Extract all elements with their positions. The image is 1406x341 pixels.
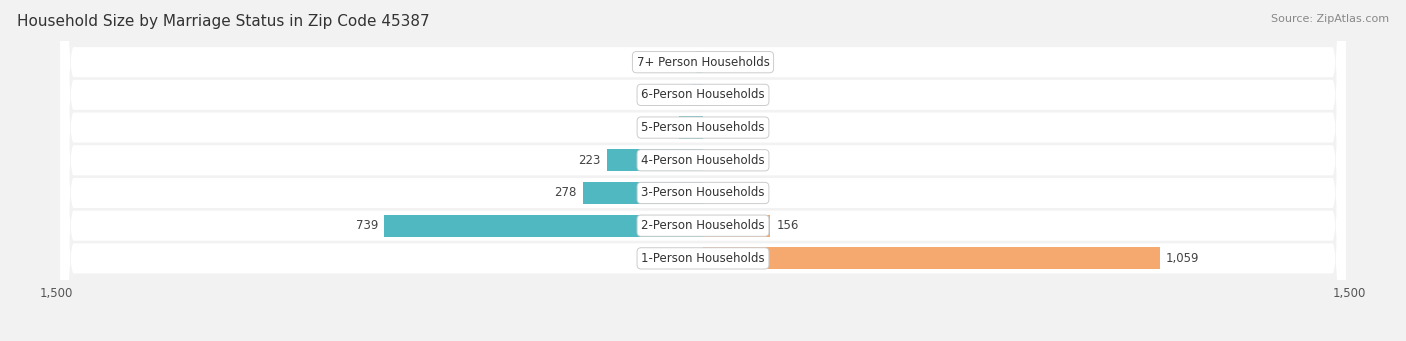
Text: 5-Person Households: 5-Person Households — [641, 121, 765, 134]
Text: 0: 0 — [710, 154, 717, 167]
Text: 0: 0 — [710, 56, 717, 69]
Text: 223: 223 — [578, 154, 600, 167]
Bar — [607, 149, 703, 172]
Text: 16: 16 — [675, 56, 689, 69]
FancyBboxPatch shape — [60, 0, 1346, 341]
Text: 0: 0 — [710, 121, 717, 134]
Bar — [583, 182, 703, 204]
Text: 3-Person Households: 3-Person Households — [641, 187, 765, 199]
Text: 0: 0 — [689, 252, 696, 265]
FancyBboxPatch shape — [60, 0, 1346, 341]
Text: 2-Person Households: 2-Person Households — [641, 219, 765, 232]
Text: 4-Person Households: 4-Person Households — [641, 154, 765, 167]
Bar — [703, 247, 1160, 269]
Bar — [679, 117, 703, 139]
FancyBboxPatch shape — [60, 0, 1346, 341]
FancyBboxPatch shape — [60, 0, 1346, 341]
Bar — [696, 51, 703, 73]
FancyBboxPatch shape — [60, 0, 1346, 341]
Text: 739: 739 — [356, 219, 378, 232]
FancyBboxPatch shape — [60, 0, 1346, 341]
Text: Household Size by Marriage Status in Zip Code 45387: Household Size by Marriage Status in Zip… — [17, 14, 429, 29]
Bar — [703, 214, 770, 237]
Text: 0: 0 — [710, 187, 717, 199]
FancyBboxPatch shape — [60, 0, 1346, 341]
Text: 25: 25 — [671, 88, 686, 101]
Text: 278: 278 — [554, 187, 576, 199]
Bar — [692, 84, 703, 106]
Text: 1,059: 1,059 — [1166, 252, 1199, 265]
Bar — [384, 214, 703, 237]
Text: 7+ Person Households: 7+ Person Households — [637, 56, 769, 69]
Text: 156: 156 — [776, 219, 799, 232]
Text: 6-Person Households: 6-Person Households — [641, 88, 765, 101]
Text: Source: ZipAtlas.com: Source: ZipAtlas.com — [1271, 14, 1389, 24]
Text: 1-Person Households: 1-Person Households — [641, 252, 765, 265]
Text: 0: 0 — [710, 88, 717, 101]
Text: 56: 56 — [658, 121, 672, 134]
